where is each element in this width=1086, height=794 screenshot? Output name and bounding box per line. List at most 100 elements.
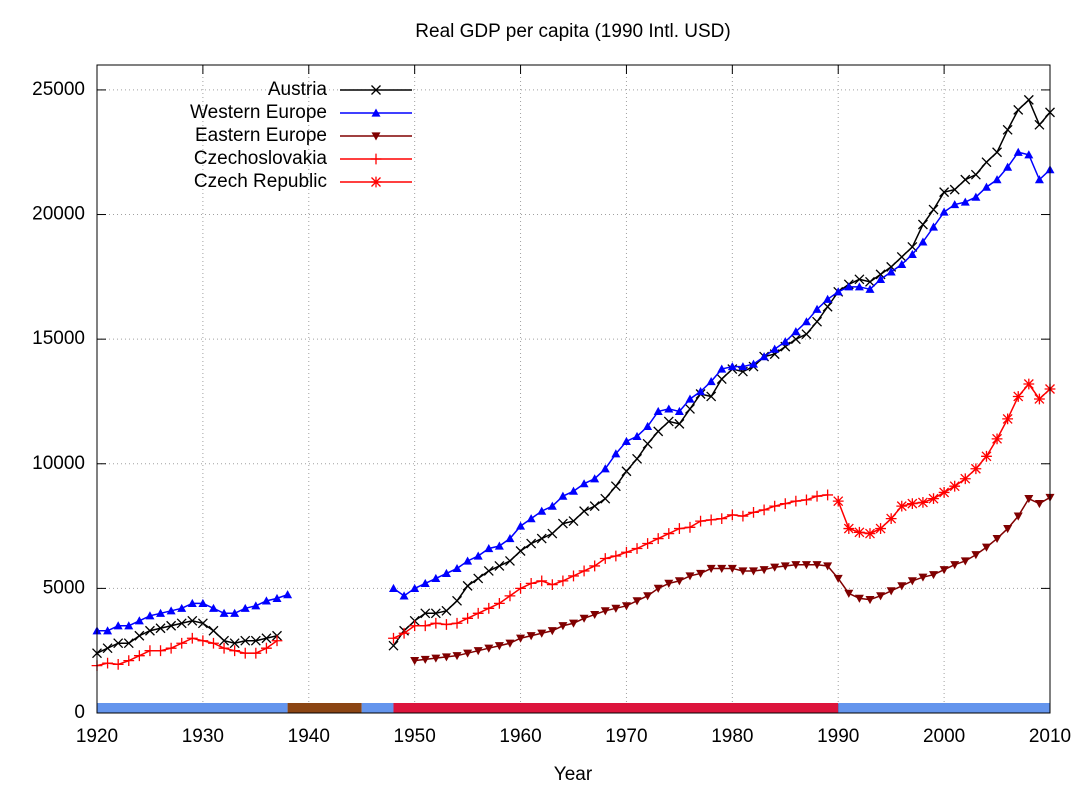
marker — [516, 634, 526, 643]
marker — [102, 657, 113, 669]
marker — [992, 147, 1003, 158]
x-tick-label: 2010 — [1029, 726, 1071, 747]
marker — [441, 568, 451, 578]
marker — [939, 566, 949, 575]
marker — [738, 567, 748, 576]
marker — [208, 603, 218, 612]
marker — [886, 267, 896, 276]
marker — [145, 611, 155, 620]
marker — [177, 603, 187, 612]
marker — [230, 608, 240, 617]
marker — [991, 433, 1003, 445]
marker — [198, 598, 208, 607]
marker — [632, 453, 642, 464]
marker — [505, 534, 515, 543]
marker — [239, 647, 251, 659]
marker — [165, 642, 177, 654]
marker — [1003, 524, 1013, 534]
marker — [420, 655, 430, 664]
marker — [854, 526, 865, 538]
marker — [547, 627, 557, 636]
marker — [1013, 147, 1023, 156]
marker — [515, 582, 526, 594]
marker — [897, 582, 907, 591]
marker — [1034, 119, 1045, 130]
marker — [685, 394, 695, 403]
marker — [885, 513, 897, 524]
marker — [271, 635, 283, 647]
marker — [918, 237, 928, 246]
marker — [1024, 495, 1034, 504]
marker — [886, 587, 896, 596]
marker — [208, 637, 219, 649]
marker — [441, 653, 451, 662]
marker — [929, 222, 939, 231]
x-tick-label: 1990 — [817, 726, 859, 747]
marker — [918, 573, 928, 582]
marker — [452, 563, 462, 573]
marker — [420, 578, 430, 587]
marker — [664, 404, 674, 413]
marker — [1013, 104, 1024, 115]
marker — [558, 491, 568, 500]
marker — [463, 556, 473, 565]
marker — [166, 606, 176, 615]
marker — [452, 595, 462, 606]
y-tick-label: 20000 — [32, 204, 85, 225]
marker — [166, 620, 177, 631]
marker — [546, 579, 558, 591]
marker — [812, 316, 823, 327]
marker — [684, 521, 696, 533]
marker — [971, 192, 981, 201]
y-tick-label: 15000 — [32, 328, 85, 349]
marker — [494, 642, 504, 651]
marker — [123, 655, 135, 667]
marker — [483, 565, 494, 576]
marker — [929, 571, 939, 580]
marker — [664, 579, 674, 588]
marker — [610, 550, 622, 562]
marker — [473, 573, 484, 584]
marker — [706, 391, 717, 402]
marker — [219, 608, 229, 617]
marker — [134, 616, 144, 625]
marker — [600, 464, 610, 473]
marker — [494, 560, 505, 571]
marker — [410, 657, 420, 666]
marker — [621, 602, 631, 611]
marker — [187, 615, 198, 626]
marker — [568, 570, 579, 582]
marker — [928, 204, 939, 215]
marker — [854, 282, 864, 291]
marker — [770, 563, 780, 572]
marker — [388, 640, 399, 651]
x-tick-label: 1950 — [394, 726, 436, 747]
marker — [960, 557, 970, 566]
period-bar — [838, 703, 1050, 713]
marker — [240, 635, 251, 646]
marker — [950, 561, 960, 570]
marker — [537, 506, 547, 515]
marker — [133, 650, 145, 662]
marker — [928, 493, 939, 505]
marker — [939, 207, 949, 216]
legend-marker — [371, 85, 381, 95]
marker — [176, 618, 187, 629]
marker — [536, 533, 547, 544]
marker — [642, 438, 653, 449]
marker — [822, 489, 834, 501]
marker — [123, 638, 134, 649]
marker — [600, 493, 611, 504]
marker — [790, 495, 802, 507]
marker — [749, 359, 759, 368]
period-bar — [393, 703, 839, 713]
marker — [558, 622, 568, 631]
marker — [759, 566, 769, 575]
y-tick-label: 25000 — [32, 79, 85, 100]
marker — [103, 626, 113, 635]
marker — [726, 509, 738, 521]
marker — [505, 556, 515, 566]
marker — [1012, 391, 1024, 402]
marker — [632, 597, 642, 606]
